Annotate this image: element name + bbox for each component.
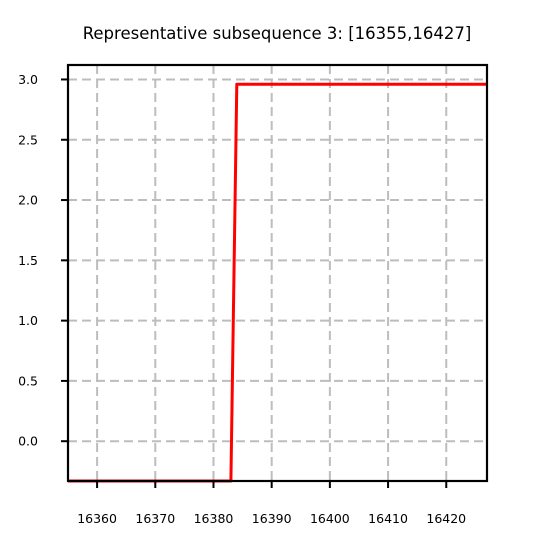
x-tick-label: 16370 <box>135 511 175 526</box>
x-tick-label: 16420 <box>426 511 466 526</box>
y-tick-label: 1.5 <box>18 253 38 268</box>
x-tick-label: 16380 <box>194 511 234 526</box>
series-layer <box>68 82 487 483</box>
y-axis: 0.0 0.5 1.0 1.5 2.0 2.5 3.0 <box>18 72 68 449</box>
plot-frame <box>66 63 489 483</box>
y-tick-label: 2.5 <box>18 132 38 147</box>
chart-title: Representative subsequence 3: [16355,164… <box>83 24 472 43</box>
x-tick-label: 16390 <box>252 511 292 526</box>
series-line <box>68 82 487 483</box>
y-tick-label: 0.0 <box>18 434 38 449</box>
x-tick-label: 16360 <box>77 511 117 526</box>
grid <box>68 65 487 481</box>
x-axis: 16360 16370 16380 16390 16400 16410 16420 <box>77 481 466 526</box>
y-tick-label: 0.5 <box>18 373 38 388</box>
y-tick-label: 2.0 <box>18 193 38 208</box>
x-tick-label: 16410 <box>368 511 408 526</box>
y-tick-label: 3.0 <box>18 72 38 87</box>
x-tick-label: 16400 <box>310 511 350 526</box>
y-tick-label: 1.0 <box>18 313 38 328</box>
